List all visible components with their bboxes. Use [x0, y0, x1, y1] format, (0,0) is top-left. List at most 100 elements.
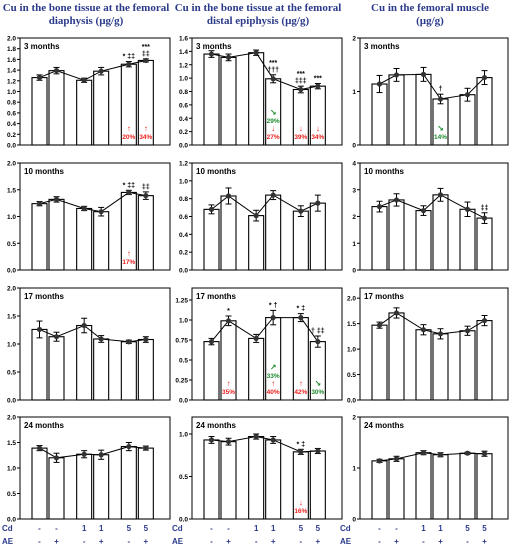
data-point: [376, 322, 383, 328]
bar: [388, 458, 405, 520]
legend-value: -: [378, 524, 381, 533]
y-tick-label: 0.5: [347, 372, 356, 379]
bar: [432, 333, 449, 401]
change-arrow: ↑: [127, 124, 131, 133]
change-percent: 39%: [294, 134, 307, 141]
y-tick-label: 2: [352, 36, 356, 43]
panel-label: 17 months: [364, 292, 405, 301]
data-point: [208, 437, 215, 443]
change-percent: 35%: [222, 389, 235, 396]
data-point: [81, 451, 87, 457]
y-tick-label: 0.0: [179, 268, 188, 275]
legend-value: +: [482, 537, 487, 546]
series-line: [39, 191, 146, 213]
bar: [93, 338, 110, 401]
bar: [371, 206, 388, 271]
change-arrow: ↓: [316, 124, 320, 133]
y-tick-label: 1.8: [7, 46, 16, 53]
data-point: [208, 206, 215, 212]
y-tick-label: 0.25: [175, 378, 188, 385]
legend-value: +: [315, 537, 320, 546]
y-tick-label: 0.0: [7, 517, 16, 524]
data-point: [437, 331, 444, 337]
change-arrow: ↘: [437, 124, 444, 133]
data-point: [315, 83, 321, 89]
y-tick-label: 0.2: [179, 250, 188, 257]
y-tick-label: 1.2: [179, 62, 188, 69]
bar: [120, 446, 137, 520]
bar: [31, 447, 48, 520]
data-point: [98, 336, 104, 342]
significance-mark: ‡‡‡: [295, 78, 307, 85]
data-point: [53, 68, 60, 74]
y-tick-label: 4: [352, 161, 356, 168]
change-arrow: ↓: [271, 124, 275, 133]
data-point: [270, 192, 276, 198]
bar: [459, 330, 476, 401]
y-tick-label: 0.5: [179, 474, 188, 481]
data-point: [481, 74, 488, 81]
bar: [459, 208, 476, 271]
change-percent: 20%: [122, 134, 135, 141]
data-point: [315, 339, 321, 345]
y-tick-label: 1.0: [179, 76, 188, 83]
series-line: [211, 436, 318, 453]
bar: [371, 460, 388, 520]
panel-label: 24 months: [24, 421, 65, 430]
data-point: [298, 315, 304, 321]
bar: [388, 312, 405, 401]
y-tick-label: 1.0: [7, 89, 16, 96]
bar: [248, 52, 265, 146]
significance-mark: * ‡‡: [123, 182, 136, 189]
bar: [432, 454, 449, 520]
panel-label: 10 months: [24, 167, 65, 176]
data-point: [126, 339, 132, 345]
change-percent: 33%: [267, 373, 280, 380]
data-point: [298, 86, 304, 93]
y-tick-label: 0.5: [7, 491, 16, 498]
y-tick-label: 0: [352, 143, 356, 150]
y-tick-label: 1: [352, 89, 356, 96]
bar: [31, 203, 48, 271]
bar: [137, 338, 154, 401]
y-tick-label: 0.8: [7, 100, 16, 107]
data-point: [298, 449, 304, 455]
bar: [248, 215, 265, 271]
panel-label: 24 months: [196, 421, 237, 430]
bar: [388, 199, 405, 271]
data-point: [225, 439, 232, 445]
legend-value: 1: [438, 524, 443, 533]
bar: [137, 195, 154, 271]
legend-value: -: [395, 524, 398, 533]
legend-value: -: [227, 524, 230, 533]
change-arrow: ↑: [127, 249, 131, 258]
data-point: [481, 451, 488, 457]
y-tick-label: 1.0: [179, 318, 188, 325]
legend-value: 5: [482, 524, 487, 533]
bar: [476, 320, 493, 401]
bar: [76, 207, 93, 271]
bar: [120, 341, 137, 401]
legend-value: 5: [127, 524, 132, 533]
y-tick-label: 1.0: [7, 342, 16, 349]
y-tick-label: 1.5: [7, 440, 16, 447]
bar: [292, 210, 309, 271]
series-line: [379, 73, 485, 100]
bar: [309, 450, 326, 520]
y-tick-label: 2: [352, 214, 356, 221]
panel-label: 3 months: [364, 42, 400, 51]
y-tick-label: 0.0: [179, 143, 188, 150]
y-tick-label: 1.2: [179, 161, 188, 168]
legend-value: 1: [254, 524, 259, 533]
panel-label: 10 months: [196, 167, 237, 176]
panel-label: 3 months: [196, 42, 232, 51]
y-tick-label: 1.25: [175, 298, 188, 305]
legend-value: 1: [82, 524, 87, 533]
y-tick-label: 2.0: [7, 161, 16, 168]
bar: [203, 208, 220, 271]
legend-value: -: [466, 537, 469, 546]
data-point: [298, 208, 304, 214]
data-point: [253, 335, 259, 341]
legend-value: 5: [144, 524, 149, 533]
bar: [265, 439, 282, 520]
